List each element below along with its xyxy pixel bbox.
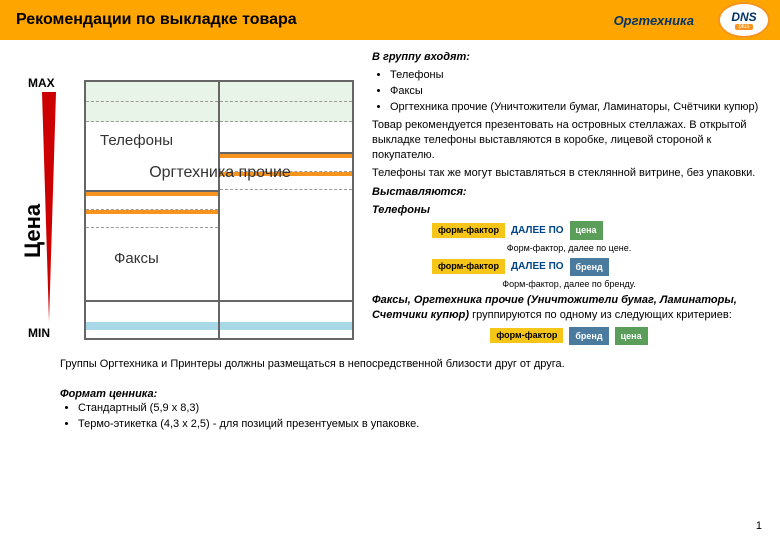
phones-label: Телефоны <box>372 203 766 218</box>
caption: Форм-фактор, далее по цене. <box>372 242 766 254</box>
dalee-label: ДАЛЕЕ ПО <box>511 224 564 238</box>
list-item: Телефоны <box>390 68 766 83</box>
list-item: Стандартный (5,9 х 8,3) <box>78 401 750 416</box>
tag-brand: бренд <box>570 258 609 276</box>
diagram: MAX MIN Цена Телефоны Факсы <box>14 50 354 347</box>
tag-row: форм-фактор ДАЛЕЕ ПО цена <box>432 221 766 239</box>
page-title: Рекомендации по выкладке товара <box>16 11 614 29</box>
tag-form: форм-фактор <box>432 223 505 238</box>
para: Телефоны так же могут выставляться в сте… <box>372 166 766 181</box>
format-bullets: Стандартный (5,9 х 8,3) Термо-этикетка (… <box>60 401 750 432</box>
tag-row: форм-фактор ДАЛЕЕ ПО бренд <box>432 258 766 276</box>
header-category: Оргтехника <box>614 13 694 28</box>
list-item: Оргтехника прочие (Уничтожители бумаг, Л… <box>390 100 766 115</box>
caption: Форм-фактор, далее по бренду. <box>372 278 766 290</box>
min-label: MIN <box>28 326 50 340</box>
logo-text: DNS <box>731 11 756 23</box>
logo-sub: plus <box>735 24 752 30</box>
header: Рекомендации по выкладке товара Оргтехни… <box>0 0 780 40</box>
group-bullets: Телефоны Факсы Оргтехника прочие (Уничто… <box>372 68 766 115</box>
tag-brand: бренд <box>569 327 608 345</box>
tag-price: цена <box>615 327 648 345</box>
shelf-phones-label: Телефоны <box>100 132 173 149</box>
group-title: В группу входят: <box>372 50 766 65</box>
dalee-label: ДАЛЕЕ ПО <box>511 260 564 274</box>
tag-price: цена <box>570 221 603 239</box>
logo: DNS plus <box>718 2 770 38</box>
tag-row: форм-фактор бренд цена <box>372 327 766 345</box>
price-axis-label: Цена <box>20 204 46 258</box>
shelf-other-label: Оргтехника прочие <box>100 164 340 182</box>
list-item: Термо-этикетка (4,3 х 2,5) - для позиций… <box>78 417 750 432</box>
tag-form: форм-фактор <box>432 259 505 274</box>
shelves: Телефоны Факсы <box>84 80 354 340</box>
display-title: Выставляются: <box>372 185 766 200</box>
page-number: 1 <box>756 520 762 532</box>
max-label: MAX <box>28 76 55 90</box>
placement-para: Группы Оргтехника и Принтеры должны разм… <box>60 357 750 372</box>
fax-para: Факсы, Оргтехника прочие (Уничтожители б… <box>372 293 766 323</box>
shelf-fax-label: Факсы <box>114 250 159 267</box>
format-title: Формат ценника: <box>60 387 750 402</box>
footer-text: Группы Оргтехника и Принтеры должны разм… <box>0 357 780 432</box>
list-item: Факсы <box>390 84 766 99</box>
tag-form: форм-фактор <box>490 328 563 343</box>
para: Товар рекомендуется презентовать на остр… <box>372 118 766 163</box>
text-content: В группу входят: Телефоны Факсы Оргтехни… <box>372 50 766 347</box>
